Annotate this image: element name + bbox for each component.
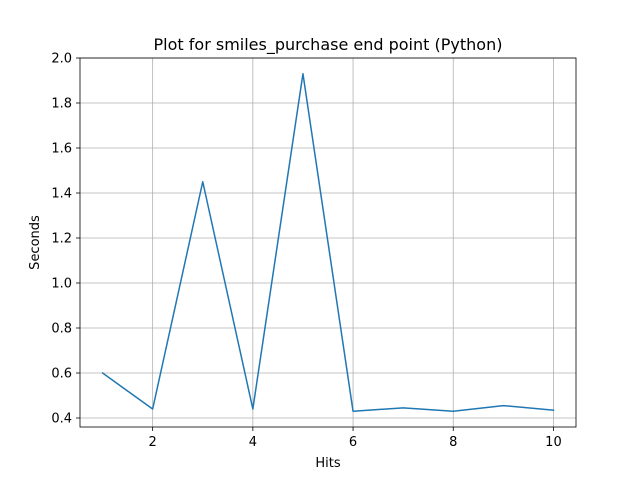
chart-title: Plot for smiles_purchase end point (Pyth… bbox=[154, 35, 503, 55]
x-axis: 2 4 6 8 10 bbox=[149, 427, 562, 450]
y-tick-label: 0.6 bbox=[51, 367, 72, 382]
x-axis-title: Hits bbox=[315, 456, 340, 471]
y-axis-title: Seconds bbox=[28, 215, 43, 270]
y-tick-label: 1.0 bbox=[51, 277, 72, 292]
x-tick-label: 2 bbox=[149, 435, 157, 450]
y-tick-label: 1.4 bbox=[51, 187, 72, 202]
x-tick-label: 6 bbox=[349, 435, 357, 450]
plot-area-frame bbox=[79, 57, 577, 428]
series-layer bbox=[101, 73, 555, 412]
y-tick-label: 2.0 bbox=[51, 52, 72, 67]
y-axis: 0.4 0.6 0.8 1.0 1.2 1.4 1.6 1.8 2.0 bbox=[51, 52, 80, 427]
y-tick-label: 0.8 bbox=[51, 322, 72, 337]
y-tick-label: 1.6 bbox=[51, 142, 72, 157]
x-tick-label: 10 bbox=[545, 435, 562, 450]
y-tick-label: 0.4 bbox=[51, 412, 72, 427]
y-tick-label: 1.8 bbox=[51, 97, 72, 112]
y-tick-label: 1.2 bbox=[51, 232, 72, 247]
series-line bbox=[101, 73, 555, 412]
x-tick-label: 8 bbox=[449, 435, 457, 450]
x-tick-label: 4 bbox=[249, 435, 257, 450]
